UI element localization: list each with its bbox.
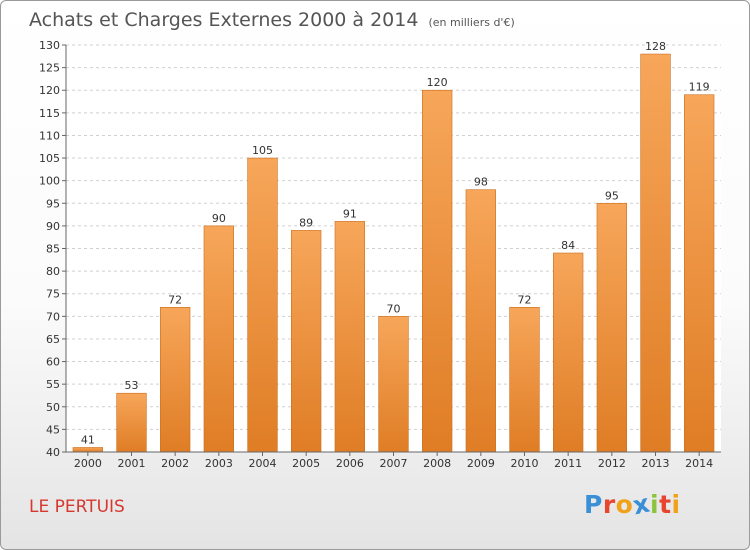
logo-letter: o bbox=[615, 490, 634, 519]
y-tick-label: 130 bbox=[39, 39, 60, 52]
y-tick-label: 55 bbox=[46, 378, 60, 391]
proxiti-logo: Proxiti bbox=[584, 489, 681, 521]
bar bbox=[596, 202, 627, 453]
logo-letter: P bbox=[584, 490, 603, 519]
x-tick-label: 2014 bbox=[685, 457, 713, 470]
y-tick-label: 45 bbox=[46, 423, 60, 436]
data-labels: 41 53 72 90 105 89 91 70 120 98 72 84 95 128 119 bbox=[81, 40, 710, 446]
data-label: 84 bbox=[561, 239, 575, 252]
bar bbox=[334, 221, 365, 453]
data-label: 98 bbox=[474, 176, 488, 189]
bar bbox=[422, 89, 453, 453]
chart-title: Achats et Charges Externes 2000 à 2014 (e… bbox=[29, 9, 515, 31]
x-tick-label: 2008 bbox=[423, 457, 451, 470]
y-tick-label: 90 bbox=[46, 220, 60, 233]
logo-letter: i bbox=[671, 490, 681, 519]
data-label: 53 bbox=[125, 379, 139, 392]
logo-letter: i bbox=[650, 490, 660, 519]
y-tick-label: 50 bbox=[46, 401, 60, 414]
bars bbox=[72, 53, 715, 453]
x-tick-label: 2013 bbox=[642, 457, 670, 470]
bar bbox=[509, 306, 540, 453]
y-tick-label: 65 bbox=[46, 333, 60, 346]
x-tick-label: 2007 bbox=[380, 457, 408, 470]
bar bbox=[203, 225, 234, 453]
bar bbox=[72, 447, 103, 453]
data-label: 89 bbox=[299, 216, 313, 229]
data-label: 72 bbox=[518, 293, 532, 306]
y-tick-label: 125 bbox=[39, 62, 60, 75]
bar bbox=[640, 53, 671, 453]
data-label: 90 bbox=[212, 212, 226, 225]
bar bbox=[247, 157, 278, 453]
x-tick-label: 2004 bbox=[249, 457, 277, 470]
x-tick-label: 2011 bbox=[554, 457, 582, 470]
bar bbox=[465, 189, 496, 453]
data-label: 95 bbox=[605, 189, 619, 202]
y-tick-label: 100 bbox=[39, 175, 60, 188]
y-tick-label: 115 bbox=[39, 107, 60, 120]
data-label: 70 bbox=[387, 302, 401, 315]
x-tick-label: 2000 bbox=[74, 457, 102, 470]
x-tick-label: 2002 bbox=[161, 457, 189, 470]
x-tick-label: 2012 bbox=[598, 457, 626, 470]
y-tick-label: 80 bbox=[46, 265, 60, 278]
x-tick-label: 2005 bbox=[292, 457, 320, 470]
data-label: 128 bbox=[645, 40, 666, 53]
y-tick-label: 95 bbox=[46, 197, 60, 210]
bar bbox=[291, 230, 322, 453]
x-tick-label: 2001 bbox=[118, 457, 146, 470]
x-tick-label: 2010 bbox=[511, 457, 539, 470]
y-tick-label: 110 bbox=[39, 129, 60, 142]
bar bbox=[684, 94, 715, 453]
y-tick-label: 60 bbox=[46, 356, 60, 369]
x-tick-label: 2009 bbox=[467, 457, 495, 470]
y-tick-label: 70 bbox=[46, 310, 60, 323]
data-label: 72 bbox=[168, 293, 182, 306]
chart-title-text: Achats et Charges Externes 2000 à 2014 bbox=[29, 9, 419, 31]
data-label: 91 bbox=[343, 207, 357, 220]
data-label: 119 bbox=[689, 81, 710, 94]
bar bbox=[553, 252, 584, 453]
data-label: 105 bbox=[252, 144, 273, 157]
logo-letter: t bbox=[659, 490, 672, 519]
y-tick-label: 40 bbox=[46, 446, 60, 459]
data-label: 120 bbox=[427, 76, 448, 89]
data-label: 41 bbox=[81, 433, 95, 446]
y-tick-label: 105 bbox=[39, 152, 60, 165]
place-name: LE PERTUIS bbox=[29, 497, 125, 517]
bar bbox=[378, 316, 409, 453]
y-tick-label: 120 bbox=[39, 84, 60, 97]
bar bbox=[160, 306, 191, 453]
bar bbox=[116, 392, 147, 453]
logo-letter: r bbox=[602, 490, 616, 519]
axes: 40 45 50 55 60 65 70 75 80 85 90 95 100 105 110 115 120 1… bbox=[39, 39, 721, 470]
y-tick-label: 85 bbox=[46, 243, 60, 256]
x-tick-label: 2006 bbox=[336, 457, 364, 470]
y-tick-label: 75 bbox=[46, 288, 60, 301]
chart-subtitle: (en milliers d'€) bbox=[428, 16, 515, 29]
x-tick-label: 2003 bbox=[205, 457, 233, 470]
